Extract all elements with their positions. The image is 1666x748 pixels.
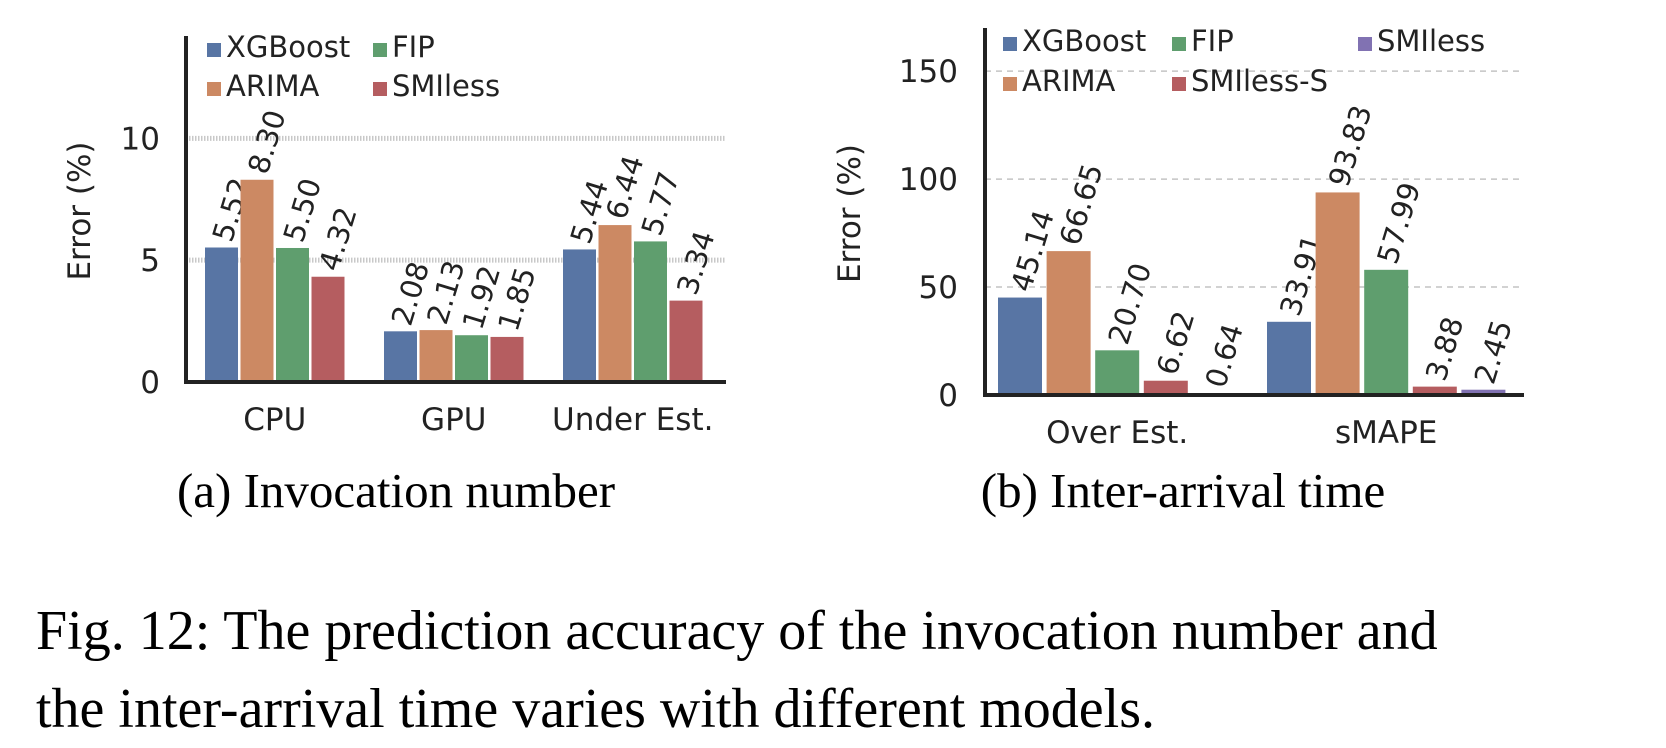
legend-label-fip: FIP xyxy=(1191,24,1234,58)
legend-label-xgboost: XGBoost xyxy=(1022,24,1146,58)
value-label-arima-cpu: 8.30 xyxy=(241,106,292,178)
y-axis-label: Error (%) xyxy=(832,144,868,283)
value-label-fip-smape: 57.99 xyxy=(1370,179,1427,268)
bar-xgboost-gpu xyxy=(384,331,417,382)
bar-xgboost-smape xyxy=(1267,321,1311,395)
legend-label-fip: FIP xyxy=(392,30,435,64)
value-label-fip-over-est: 20.70 xyxy=(1101,259,1158,348)
legend-label-xgboost: XGBoost xyxy=(226,30,350,64)
bar-fip-over-est xyxy=(1095,350,1140,395)
category-label-smape: sMAPE xyxy=(1335,415,1437,451)
value-label-smiless-smape: 2.45 xyxy=(1468,316,1519,388)
y-axis-label: Error (%) xyxy=(62,141,98,280)
bar-smiless-gpu xyxy=(490,336,524,382)
caption-line-2: the inter-arrival time varies with diffe… xyxy=(36,678,1156,740)
y-tick-label-50: 50 xyxy=(919,270,958,306)
bar-smiless-s-smape xyxy=(1412,386,1457,395)
legend-swatch-xgboost xyxy=(1003,37,1017,51)
y-tick-label-5: 5 xyxy=(140,243,160,279)
bar-xgboost-under-est xyxy=(563,249,596,382)
legend-swatch-fip xyxy=(373,43,387,57)
legend-label-smiless: SMIless xyxy=(392,69,500,103)
legend-label-arima: ARIMA xyxy=(226,69,320,103)
bar-fip-gpu xyxy=(455,335,488,382)
value-label-arima-smape: 93.83 xyxy=(1322,101,1379,190)
category-label-over-est: Over Est. xyxy=(1046,415,1188,451)
legend-label-arima: ARIMA xyxy=(1022,64,1116,98)
value-label-smiless-s-smape: 3.88 xyxy=(1419,313,1470,385)
bar-arima-gpu xyxy=(419,330,453,382)
value-label-smiless-s-over-est: 6.62 xyxy=(1150,307,1201,379)
legend-swatch-smiless-s xyxy=(1172,77,1186,91)
chart-subtitle: (a) Invocation number xyxy=(177,463,615,518)
bar-fip-cpu xyxy=(276,247,309,382)
caption-line-1: Fig. 12: The prediction accuracy of the … xyxy=(36,600,1438,662)
legend-swatch-smiless xyxy=(1358,37,1372,51)
y-tick-label-100: 100 xyxy=(899,162,958,198)
bar-fip-under-est xyxy=(634,241,667,382)
value-label-smiless-cpu: 4.32 xyxy=(312,203,363,275)
y-tick-label-150: 150 xyxy=(899,54,958,90)
legend-label-smiless: SMIless xyxy=(1377,24,1485,58)
y-tick-label-0: 0 xyxy=(938,378,958,414)
bar-smiless-under-est xyxy=(669,300,703,382)
legend-swatch-fip xyxy=(1172,37,1186,51)
y-tick-label-10: 10 xyxy=(121,121,160,157)
legend-label-smiless-s: SMIless-S xyxy=(1191,64,1328,98)
bar-arima-over-est xyxy=(1046,251,1091,395)
category-label-under-est: Under Est. xyxy=(552,402,713,438)
legend-swatch-arima xyxy=(207,82,221,96)
bar-fip-smape xyxy=(1364,269,1409,395)
bar-arima-smape xyxy=(1315,192,1360,395)
figure-caption: Fig. 12: The prediction accuracy of the … xyxy=(36,592,1646,748)
bar-arima-cpu xyxy=(240,179,274,382)
bar-xgboost-over-est xyxy=(998,297,1042,395)
value-label-arima-over-est: 66.65 xyxy=(1053,160,1110,249)
value-label-smiless-over-est: 0.64 xyxy=(1199,320,1250,392)
bar-smiless-smape xyxy=(1461,389,1506,395)
category-label-cpu: CPU xyxy=(243,402,306,438)
bar-xgboost-cpu xyxy=(205,247,238,382)
y-tick-label-0: 0 xyxy=(140,365,160,401)
bar-smiless-cpu xyxy=(311,276,345,382)
value-label-smiless-under-est: 3.34 xyxy=(670,227,721,299)
chart-subtitle: (b) Inter-arrival time xyxy=(981,463,1385,518)
bar-smiless-s-over-est xyxy=(1143,380,1188,395)
legend-swatch-arima xyxy=(1003,77,1017,91)
legend-swatch-xgboost xyxy=(207,43,221,57)
legend-swatch-smiless xyxy=(373,82,387,96)
category-label-gpu: GPU xyxy=(421,402,486,438)
bar-arima-under-est xyxy=(598,225,632,382)
